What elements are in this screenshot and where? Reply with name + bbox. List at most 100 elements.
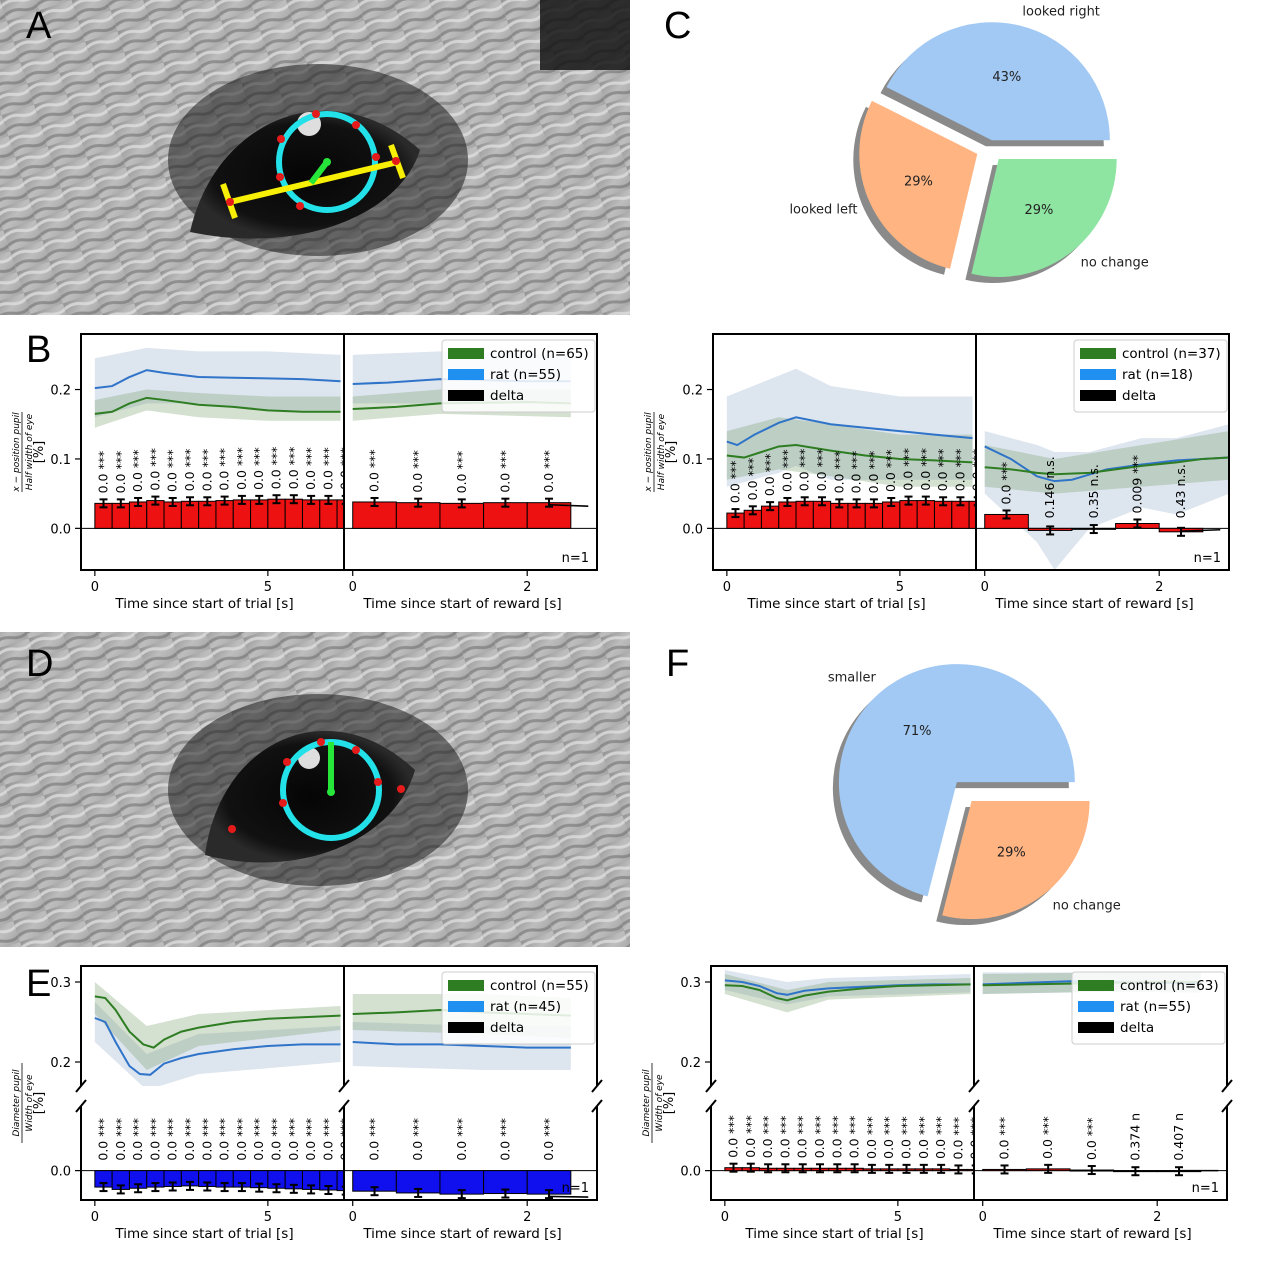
axis-break-mark [705,1099,717,1113]
y-label-denominator: Half width of eye [25,413,35,490]
bar-significance-label: 0.0 *** [303,447,318,490]
x-axis-label: Time since start of trial [s] [746,596,925,612]
bar-significance-label: 0.0 *** [935,449,950,492]
y-tick-label: 0.1 [50,453,71,468]
axis-break-mark [75,1099,87,1113]
bar-significance-label: 0.0 *** [182,449,197,492]
legend-swatch [448,390,484,401]
pie-pct-label: 71% [903,724,932,739]
plot-frame-top [80,965,598,1086]
x-tick-label: 0 [979,1210,987,1225]
bar-significance-label: 0.0 *** [999,462,1014,505]
bar-significance-label: 0.0 *** [320,1118,335,1161]
pie-slice [942,801,1090,920]
bar-significance-label: 0.0 *** [814,449,829,492]
rat-mean-line [726,416,973,447]
x-tick-label: 0 [981,580,989,595]
axis-break-mark [338,1099,350,1113]
line-chart-e: 0.0 *** 0.0 *** 0.0 *** 0.0 *** 0.0 *** 0.0 *… [12,965,603,1242]
legend-label: delta [490,1020,524,1036]
plot-area [94,982,341,1086]
plot-frame [80,333,598,571]
eye-photo-a [0,0,630,315]
bar-significance-label: 0.0 *** [251,1118,266,1161]
n-annotation: n=1 [562,551,589,566]
bar-significance-label: 0.0 *** [410,1118,425,1161]
control-mean-line [94,995,341,1049]
y-tick-label: 0.0 [50,1165,71,1180]
legend-swatch [448,369,484,380]
bar-significance-label: 0.0 *** [997,1117,1012,1160]
bar-significance-label: 0.146 n.s. [1042,456,1057,518]
bar-significance-label: 0.0 *** [743,1115,758,1158]
bar-significance-label: 0.0 *** [812,1116,827,1159]
legend-label: rat (n=55) [1120,999,1191,1015]
pie-label: looked right [1022,5,1100,20]
x-axis-label: Time since start of reward [s] [362,1226,561,1242]
panel-label-d: D [26,643,53,685]
y-tick-label: 0.0 [682,522,703,537]
x-tick-label: 0 [723,580,731,595]
y-label-unit: [%] [662,1092,677,1115]
bar-significance-label: 0.0 *** [918,448,933,491]
y-label-numerator: x − position pupil [12,412,22,493]
x-axis-label: Time since start of reward [s] [362,596,561,612]
panel-label-e: E [26,963,51,1005]
x-tick-label: 5 [264,1210,272,1225]
x-tick-label: 0 [349,1210,357,1225]
delta-tail-line [1180,528,1221,532]
bar-significance-label: 0.0 *** [899,1116,914,1159]
bar-significance-label: 0.0 *** [916,1116,931,1159]
plot-frame [712,333,1230,571]
y-tick-label: 0.2 [680,1056,701,1071]
x-axis-label: Time since start of trial [s] [114,596,293,612]
rat-mean-line [94,369,341,390]
plot-area: 0.0 *** 0.0 *** 0.0 *** 0.0 *** 0.0 *** 0.0 *… [81,347,344,529]
plot-frame-bottom [80,1106,598,1201]
bar-significance-label: 0.0 *** [970,449,985,492]
bar-significance-label: 0.0 *** [795,1116,810,1159]
bar-significance-label: 0.0 *** [286,1118,301,1161]
bar-significance-label: 0.0 *** [303,1118,318,1161]
legend-swatch [448,1022,484,1033]
y-axis-label: Diameter pupil Width of eye[%] [642,1063,677,1143]
bar-significance-label: 0.0 *** [968,1117,983,1160]
x-tick-label: 2 [1153,1210,1161,1225]
axis-break-mark [968,1079,980,1093]
plot-area [724,970,971,1013]
panel-label-f: F [666,643,689,685]
bar-significance-label: 0.0 *** [541,450,556,493]
bar-significance-label: 0.0 *** [113,1118,128,1161]
legend-swatch [448,348,484,359]
y-label-denominator: Half width of eye [657,413,667,490]
pie-label: no change [1081,256,1149,271]
axis-break-mark [1221,1079,1233,1093]
y-label-unit: [%] [32,1092,47,1115]
bar-significance-label: 0.0 *** [338,1118,353,1161]
pie-slice [886,22,1110,141]
y-tick-label: 0.3 [680,976,701,991]
plot-area: 0.0 *** 0.0 *** 0.0 *** 0.0 *** 0.0 *** 0.0 *… [713,368,985,529]
axis-break-mark [75,1079,87,1093]
bar-significance-label: 0.0 *** [497,450,512,493]
bar-significance-label: 0.0 *** [454,1118,469,1161]
legend-swatch [448,1001,484,1012]
legend-swatch [1080,348,1116,359]
line-chart-f2: 0.0 *** 0.0 *** 0.0 *** 0.0 *** 0.0 *** 0.0 *… [642,965,1233,1242]
bar-significance-label: 0.0 *** [95,1118,110,1161]
pie-slice [971,158,1117,277]
x-axis-label: Time since start of reward [s] [992,1226,1191,1242]
bar-significance-label: 0.0 *** [725,1115,740,1158]
bar-significance-label: 0.0 *** [777,1116,792,1159]
bar-significance-label: 0.0 *** [1084,1117,1099,1160]
bar-significance-label: 0.0 *** [165,449,180,492]
axis-break-mark [705,1079,717,1093]
y-label-unit: [%] [664,441,679,464]
x-tick-label: 5 [264,580,272,595]
y-label-numerator: Diameter pupil [12,1069,22,1137]
y-label-unit: [%] [32,441,47,464]
bar-significance-label: 0.0 *** [234,447,249,490]
panel-label-a: A [26,5,52,47]
bar-significance-label: 0.0 *** [760,1116,775,1159]
y-label-numerator: Diameter pupil [642,1069,652,1137]
